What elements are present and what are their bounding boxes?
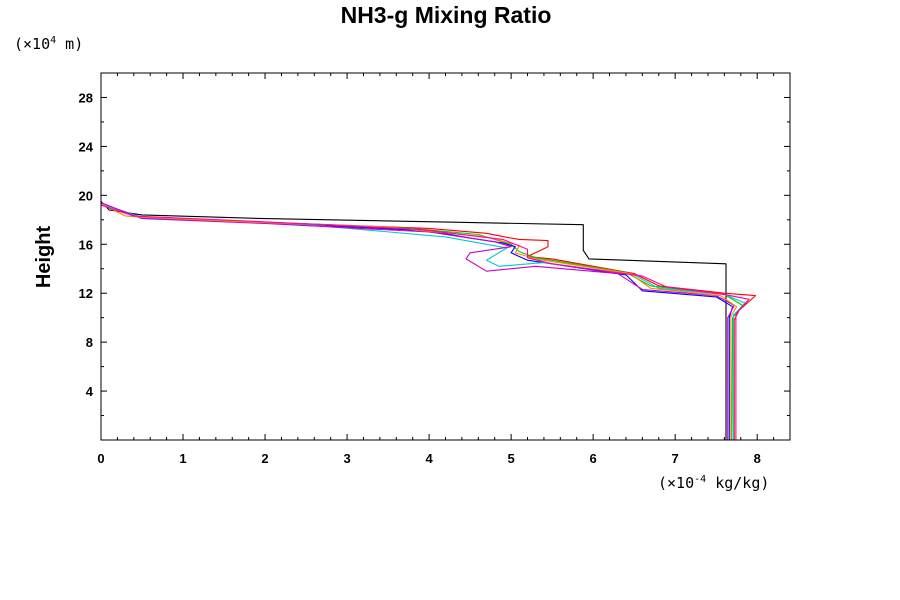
y-tick-label: 4 [86,384,94,399]
x-tick-label: 2 [261,451,268,466]
series-line-5 [100,203,746,440]
series-line-8 [100,204,750,440]
x-tick-label: 4 [425,451,433,466]
y-tick-label: 16 [79,237,93,252]
x-tick-label: 8 [754,451,761,466]
y-tick-label: 20 [79,188,93,203]
series-line-7 [100,203,738,440]
x-tick-label: 3 [343,451,350,466]
chart-title: NH3-g Mixing Ratio [341,2,552,28]
x-tick-label: 1 [179,451,186,466]
y-axis-label: Height [33,226,55,289]
x-tick-label: 7 [672,451,679,466]
y-unit-label: (×104 m) [14,35,83,53]
x-tick-label: 5 [508,451,515,466]
x-tick-label: 6 [590,451,597,466]
series-line-2 [100,203,757,440]
series-line-4 [100,203,734,440]
x-tick-label: 0 [97,451,104,466]
y-tick-label: 24 [79,139,94,154]
series-line-6 [100,202,735,440]
series-line-1 [100,201,727,440]
y-tick-label: 12 [79,286,93,301]
series-line-3 [100,203,743,441]
x-unit-label: (×10-4 kg/kg) [658,474,769,492]
y-tick-label: 8 [86,335,93,350]
plot-frame [100,72,791,441]
y-tick-label: 28 [79,90,93,105]
